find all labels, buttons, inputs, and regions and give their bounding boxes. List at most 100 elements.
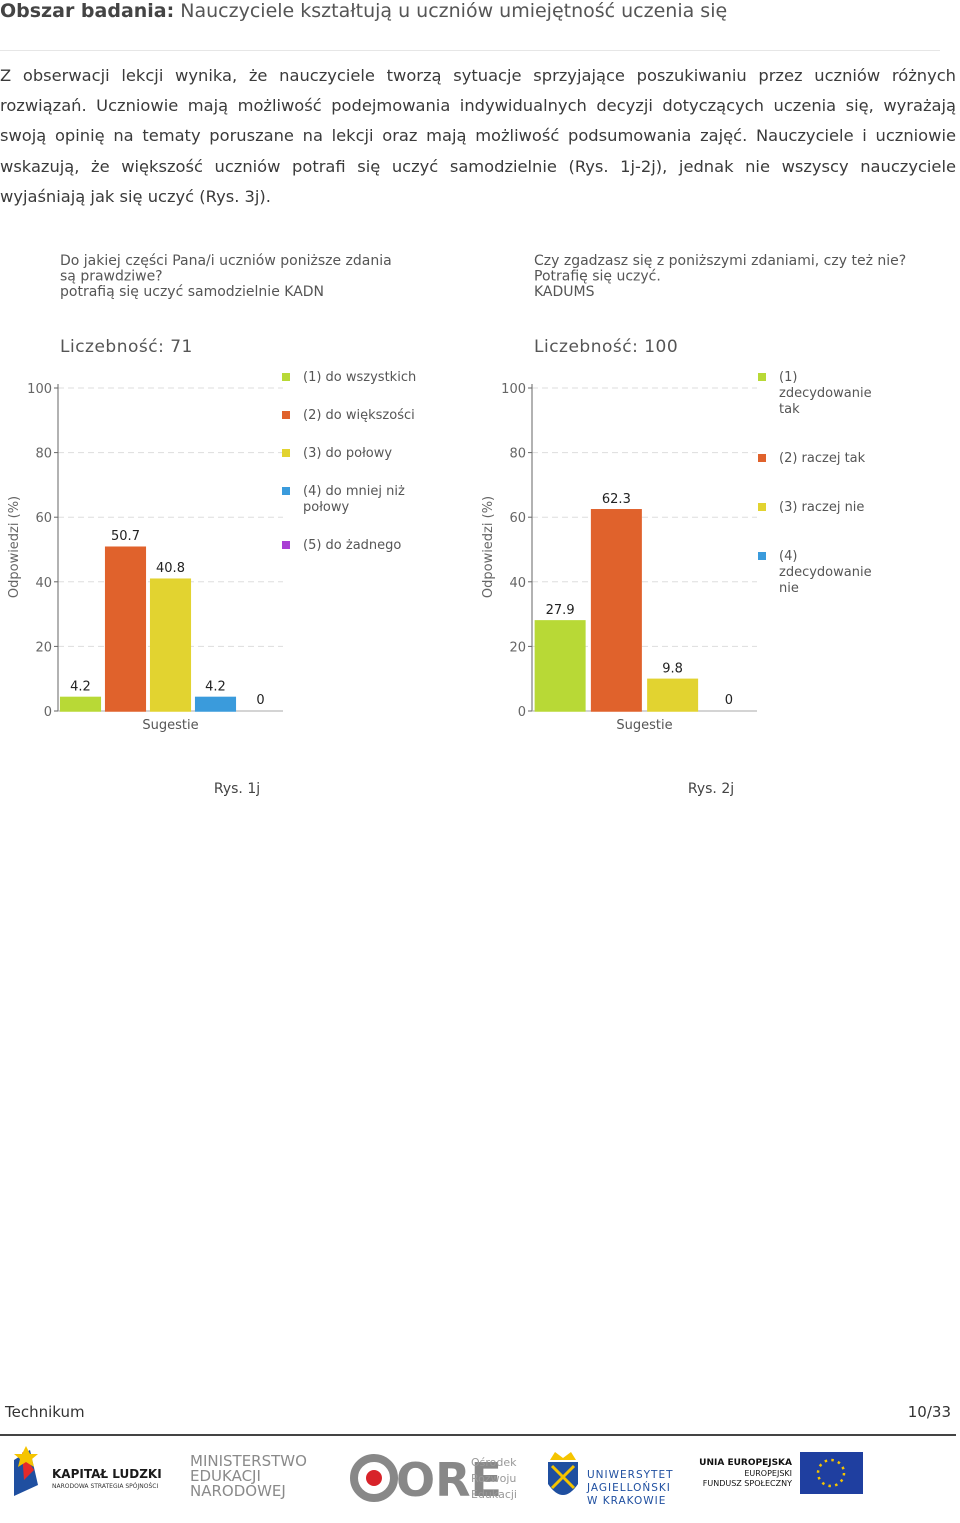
bar xyxy=(59,696,102,712)
page-number: 10/33 xyxy=(907,1403,951,1421)
y-tick-label: 20 xyxy=(35,640,52,655)
legend-swatch xyxy=(282,449,290,457)
legend-label: (3) raczej nie xyxy=(779,500,865,515)
logo-text: EDUKACJI xyxy=(190,1467,261,1485)
logo-text: UNIWERSYTET xyxy=(587,1469,674,1481)
sample-size: Liczebność: 71 xyxy=(60,337,193,357)
bar xyxy=(194,696,237,712)
y-tick-label: 100 xyxy=(501,382,526,397)
legend-label: (3) do połowy xyxy=(303,446,393,461)
chart-title: są prawdziwe? xyxy=(60,269,163,285)
logo-shape xyxy=(550,1464,576,1490)
value-label: 9.8 xyxy=(662,661,683,676)
footer-school: Technikum xyxy=(5,1403,85,1421)
y-tick-label: 80 xyxy=(35,447,52,462)
bar xyxy=(590,509,642,712)
legend-item: (4) do mniej niż połowy xyxy=(282,484,417,516)
legend-swatch xyxy=(282,411,290,419)
bar xyxy=(104,546,147,712)
logo-text: EUROPEJSKI xyxy=(744,1469,792,1478)
y-tick-label: 0 xyxy=(44,705,52,720)
chart-title: KADUMS xyxy=(534,284,595,300)
value-label: 62.3 xyxy=(602,492,631,507)
chart-title: Potrafię się uczyć. xyxy=(534,269,661,285)
chart-title: potrafią się uczyć samodzielnie KADN xyxy=(60,284,324,300)
logos: KAPITAŁ LUDZKI NARODOWA STRATEGIA SPÓJNO… xyxy=(14,1446,863,1507)
legend-label: (4) do mniej niż połowy xyxy=(303,484,405,515)
legend-item: (5) do żadnego xyxy=(282,538,417,554)
logo-text: NARODOWA STRATEGIA SPÓJNOŚCI xyxy=(52,1483,158,1490)
legend-label: (2) raczej tak xyxy=(779,451,866,466)
legend-swatch xyxy=(758,454,766,462)
header-title: Nauczyciele kształtują u uczniów umiejęt… xyxy=(180,0,728,22)
logo-text: Rozwoju xyxy=(471,1472,516,1485)
y-tick-label: 60 xyxy=(509,511,526,526)
logo-shape xyxy=(366,1470,382,1486)
logo-shape xyxy=(350,1454,398,1502)
header: Obszar badania: Nauczyciele kształtują u… xyxy=(0,0,727,22)
logo-text: W KRAKOWIE xyxy=(587,1495,666,1507)
y-tick-label: 100 xyxy=(27,382,52,397)
divider xyxy=(0,50,940,51)
legend-item: (3) do połowy xyxy=(282,446,417,462)
legend-label: (4) zdecydowanie nie xyxy=(779,549,872,596)
logo-text: JAGIELLOŃSKI xyxy=(586,1481,671,1494)
legend: (1) zdecydowanie tak (2) raczej tak (3) ra… xyxy=(758,370,893,630)
logo-kapital-ludzki: KAPITAŁ LUDZKI NARODOWA STRATEGIA SPÓJNO… xyxy=(14,1446,162,1496)
legend-label: (1) do wszystkich xyxy=(303,370,417,385)
logo-men: MINISTERSTWO EDUKACJI NARODOWEJ xyxy=(190,1452,307,1500)
y-tick-label: 0 xyxy=(518,705,526,720)
value-label: 40.8 xyxy=(156,561,185,576)
logo-text: KAPITAŁ LUDZKI xyxy=(52,1467,162,1481)
legend-label: (2) do większości xyxy=(303,408,415,423)
value-label: 4.2 xyxy=(70,679,91,694)
logo-text: Edukacji xyxy=(471,1488,517,1501)
logo-shape xyxy=(550,1452,576,1460)
y-axis-label: Odpowiedzi (%) xyxy=(481,496,496,598)
chart-title: Czy zgadzasz się z poniższymi zdaniami, … xyxy=(534,253,906,269)
chart-title: Do jakiej części Pana/i uczniów poniższe… xyxy=(60,253,392,269)
eu-stars xyxy=(816,1458,846,1488)
y-tick-label: 60 xyxy=(35,511,52,526)
x-axis-label: Sugestie xyxy=(616,718,672,733)
value-label: 0 xyxy=(256,693,264,708)
footer-rule xyxy=(0,1434,956,1436)
paragraph: Z obserwacji lekcji wynika, że nauczycie… xyxy=(0,66,956,206)
logo-ue: UNIA EUROPEJSKA EUROPEJSKI FUNDUSZ SPOŁE… xyxy=(699,1452,863,1494)
value-label: 50.7 xyxy=(111,529,140,544)
value-label: 4.2 xyxy=(205,679,226,694)
legend-item: (4) zdecydowanie nie xyxy=(758,549,893,597)
logo-shape xyxy=(14,1446,38,1467)
legend-label: (1) zdecydowanie tak xyxy=(779,370,872,417)
y-tick-label: 40 xyxy=(35,576,52,591)
legend-item: (2) raczej tak xyxy=(758,451,893,467)
legend-swatch xyxy=(758,552,766,560)
legend-label: (5) do żadnego xyxy=(303,538,402,553)
figure-caption: Rys. 2j xyxy=(687,781,735,797)
y-axis-label: Odpowiedzi (%) xyxy=(7,496,22,598)
bar xyxy=(534,620,586,712)
header-label: Obszar badania: xyxy=(0,0,175,22)
logo-text: Ośrodek xyxy=(471,1456,517,1469)
value-label: 27.9 xyxy=(546,603,575,618)
legend-item: (3) raczej nie xyxy=(758,500,893,516)
legend-swatch xyxy=(758,503,766,511)
legend-swatch xyxy=(758,373,766,381)
charts: Do jakiej części Pana/i uczniów poniższe… xyxy=(7,253,906,733)
logo-text: ORE xyxy=(396,1453,502,1507)
legend-item: (1) do wszystkich xyxy=(282,370,417,386)
logo-ore: ORE Ośrodek Rozwoju Edukacji xyxy=(350,1453,517,1507)
bar xyxy=(647,678,699,712)
eu-flag xyxy=(800,1452,863,1494)
y-tick-label: 40 xyxy=(509,576,526,591)
y-tick-label: 80 xyxy=(509,447,526,462)
bar xyxy=(149,578,192,712)
legend: (1) do wszystkich (2) do większości (3) do… xyxy=(282,370,417,576)
x-axis-label: Sugestie xyxy=(142,718,198,733)
legend-swatch xyxy=(282,541,290,549)
logo-text: UNIA EUROPEJSKA xyxy=(699,1458,792,1468)
legend-item: (2) do większości xyxy=(282,408,417,424)
logo-uj: UNIWERSYTET JAGIELLOŃSKI W KRAKOWIE xyxy=(548,1452,674,1507)
legend-swatch xyxy=(282,487,290,495)
